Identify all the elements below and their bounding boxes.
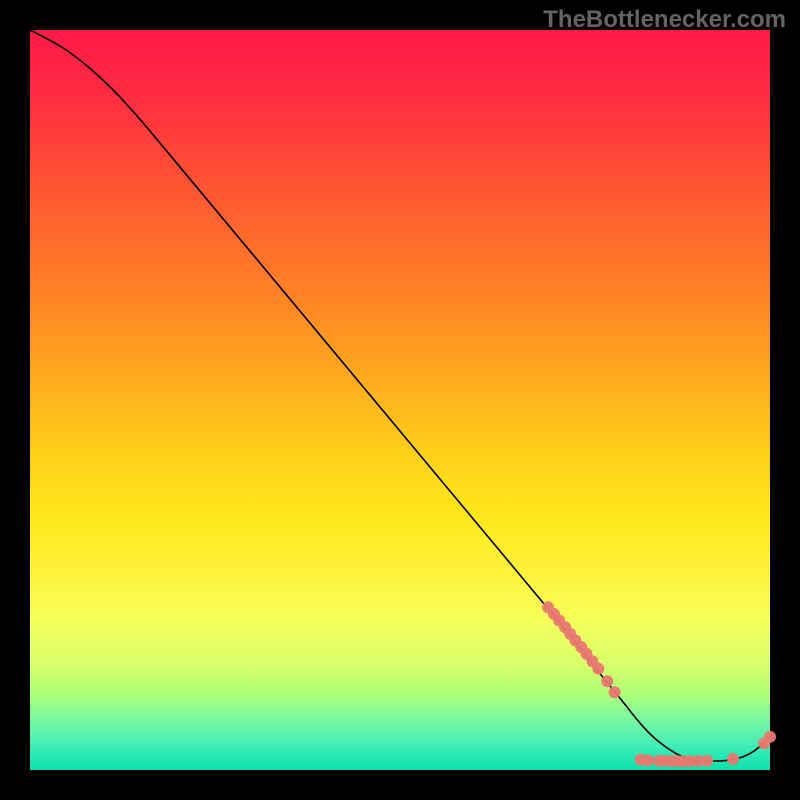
bottleneck-chart: TheBottlenecker.com: [0, 0, 800, 800]
chart-background: [30, 30, 770, 770]
chart-svg: [0, 0, 800, 800]
data-marker: [609, 686, 621, 698]
data-marker: [601, 675, 613, 687]
data-marker: [727, 753, 739, 765]
data-marker: [764, 731, 776, 743]
data-marker: [642, 754, 654, 766]
data-marker: [592, 663, 604, 675]
data-marker: [701, 755, 713, 767]
watermark-text: TheBottlenecker.com: [543, 6, 786, 34]
